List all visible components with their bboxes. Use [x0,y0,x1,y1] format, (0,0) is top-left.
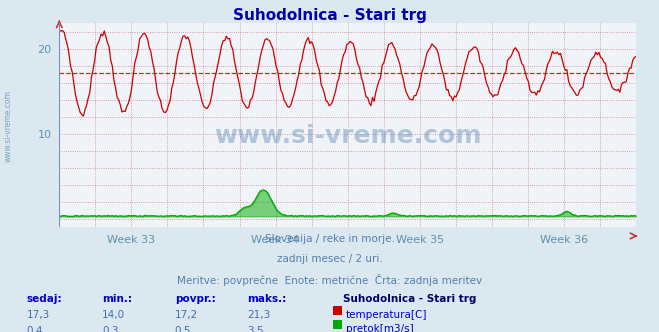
Text: povpr.:: povpr.: [175,294,215,304]
Text: min.:: min.: [102,294,132,304]
Text: www.si-vreme.com: www.si-vreme.com [3,90,13,162]
Text: Suhodolnica - Stari trg: Suhodolnica - Stari trg [233,8,426,23]
Text: Suhodolnica - Stari trg: Suhodolnica - Stari trg [343,294,476,304]
Text: pretok[m3/s]: pretok[m3/s] [346,324,414,332]
Text: maks.:: maks.: [247,294,287,304]
Text: 3,5: 3,5 [247,326,264,332]
Text: 17,2: 17,2 [175,310,198,320]
Text: 0,3: 0,3 [102,326,119,332]
Text: 0,5: 0,5 [175,326,191,332]
Text: Slovenija / reke in morje.: Slovenija / reke in morje. [264,234,395,244]
Text: 21,3: 21,3 [247,310,270,320]
Text: www.si-vreme.com: www.si-vreme.com [214,124,481,147]
Text: sedaj:: sedaj: [26,294,62,304]
Text: temperatura[C]: temperatura[C] [346,310,428,320]
Text: zadnji mesec / 2 uri.: zadnji mesec / 2 uri. [277,254,382,264]
Text: 0,4: 0,4 [26,326,43,332]
Text: 17,3: 17,3 [26,310,49,320]
Text: Meritve: povprečne  Enote: metrične  Črta: zadnja meritev: Meritve: povprečne Enote: metrične Črta:… [177,274,482,286]
Text: 14,0: 14,0 [102,310,125,320]
